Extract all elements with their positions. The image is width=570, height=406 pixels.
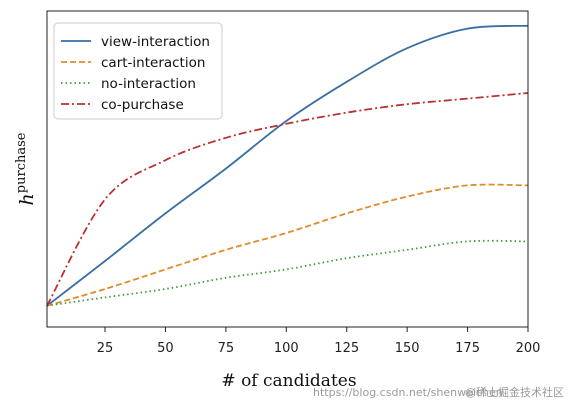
y-axis-superscript: purchase <box>14 132 29 193</box>
y-axis-title: hpurchase <box>14 132 38 205</box>
series-line-view-interaction <box>46 24 529 307</box>
series-lines <box>46 24 529 307</box>
series-line-co-purchase <box>46 92 529 307</box>
x-tick-label: 200 <box>516 341 541 356</box>
legend-label-cart-interaction: cart-interaction <box>101 55 205 71</box>
legend-label-view-interaction: view-interaction <box>101 34 210 50</box>
legend-label-no-interaction: no-interaction <box>101 76 196 92</box>
legend-label-co-purchase: co-purchase <box>101 97 184 113</box>
x-tick-label: 25 <box>97 341 114 356</box>
x-tick-label: 175 <box>455 341 480 356</box>
x-axis-ticks: 25 50 75 100 125 150 175 200 <box>97 327 541 356</box>
series-line-cart-interaction <box>46 183 529 307</box>
watermark-url: https://blog.csdn.net/shenweichen <box>313 386 503 399</box>
legend-items: view-interaction cart-interaction no-inter… <box>61 34 210 113</box>
x-tick-label: 75 <box>218 341 235 356</box>
x-tick-label: 50 <box>157 341 174 356</box>
y-axis-symbol: h <box>16 193 38 205</box>
x-tick-label: 150 <box>395 341 420 356</box>
watermark-brand: @稀土掘金技术社区 <box>465 385 564 399</box>
x-tick-label: 100 <box>274 341 299 356</box>
x-axis-title: # of candidates <box>221 371 356 391</box>
x-tick-label: 125 <box>334 341 359 356</box>
plot-frame <box>46 10 529 328</box>
svg-text:hpurchase: hpurchase <box>14 132 38 205</box>
legend: view-interaction cart-interaction no-inter… <box>53 22 223 120</box>
legend-frame <box>53 22 223 120</box>
